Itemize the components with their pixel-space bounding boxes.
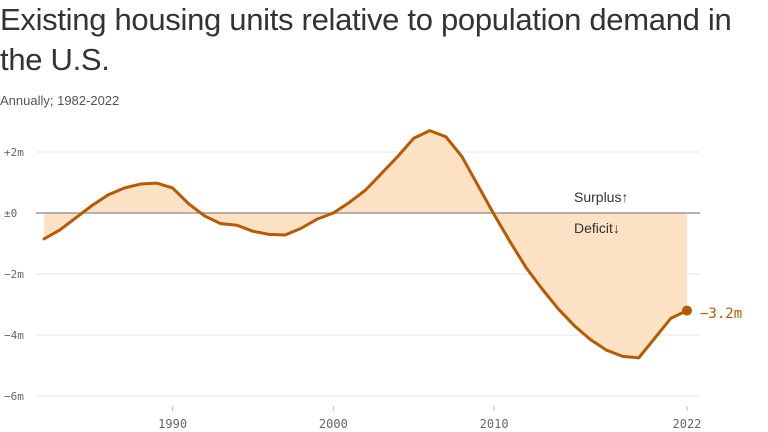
grid-lines — [36, 151, 700, 397]
area-fill — [44, 130, 687, 358]
chart-title: Existing housing units relative to popul… — [0, 2, 732, 77]
series-line — [42, 129, 689, 360]
x-tick-labels: 1990 2000 2010 2022 — [158, 406, 701, 431]
end-value-label: −3.2m — [700, 306, 742, 322]
x-tick-label: 2022 — [673, 417, 702, 431]
zone-labels: Surplus↑ Deficit↓ — [574, 189, 628, 236]
end-point — [682, 305, 692, 316]
data-line — [42, 129, 689, 360]
y-tick-label: +2m — [4, 146, 24, 159]
surplus-label: Surplus↑ — [574, 189, 628, 205]
y-tick-label: −2m — [4, 268, 24, 281]
x-tick-label: 1990 — [158, 417, 187, 431]
chart-subtitle: Annually; 1982-2022 — [0, 93, 120, 108]
y-tick-label: −4m — [4, 329, 24, 342]
end-marker — [682, 305, 692, 316]
x-tick-label: 2000 — [319, 417, 348, 431]
y-tick-labels: +2m ±0 −2m −4m −6m — [4, 146, 24, 403]
deficit-label: Deficit↓ — [574, 220, 620, 236]
area-shape — [44, 130, 687, 358]
y-tick-label: −6m — [4, 390, 24, 403]
x-tick-label: 2010 — [480, 417, 509, 431]
y-tick-label: ±0 — [4, 207, 17, 220]
